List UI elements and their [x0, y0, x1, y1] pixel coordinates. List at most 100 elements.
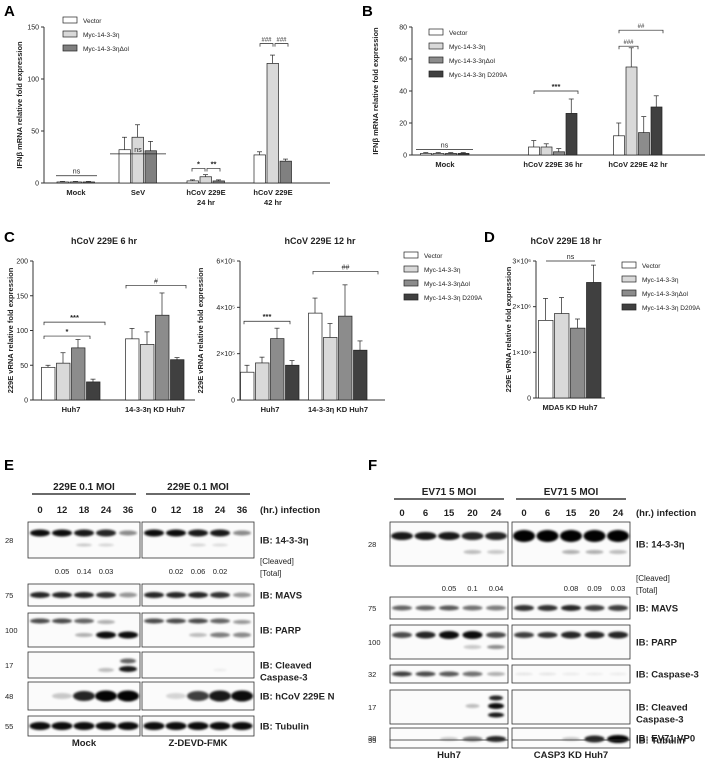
y-tick-label: 50	[20, 363, 28, 370]
blot-band	[233, 592, 251, 598]
timepoint-label: 24	[215, 505, 226, 516]
ib-label: IB: Tubulin	[636, 736, 685, 747]
timepoint-label: 20	[467, 508, 478, 519]
ib-label: IB: PARP	[636, 638, 678, 649]
ib-label: IB: MAVS	[260, 591, 302, 602]
blot-band	[536, 530, 559, 542]
blot-band	[486, 632, 506, 638]
blot-band	[485, 532, 507, 540]
blot-band	[585, 550, 604, 554]
panel-label-e: E	[4, 457, 14, 474]
blot-band	[210, 632, 230, 638]
significance-label: ***	[552, 82, 561, 91]
y-tick-label: 0	[231, 398, 235, 405]
blot-band	[462, 736, 483, 742]
timepoint-label: 0	[37, 505, 42, 516]
group-label: Z-DEVD-FMK	[168, 738, 227, 749]
blot-band	[608, 631, 628, 639]
y-tick-label: 1×10⁶	[512, 350, 531, 357]
significance-bracket	[274, 43, 289, 47]
blot-band	[30, 529, 50, 537]
blot-band	[439, 631, 459, 639]
mw-marker: 55	[5, 722, 13, 731]
bar	[540, 146, 553, 156]
timepoint-label: 6	[423, 508, 428, 519]
time-axis-label: (hr.) infection	[260, 505, 320, 516]
blot-band	[97, 620, 115, 624]
legend-label: Myc-14-3-3η	[449, 44, 486, 51]
bar	[56, 181, 69, 184]
x-tick-label: Huh7	[62, 405, 81, 414]
significance-label: ###	[623, 40, 634, 46]
ratio-value: 0.03	[99, 567, 114, 576]
y-tick-label: 40	[399, 89, 407, 96]
legend-swatch	[62, 44, 78, 52]
significance-label: *	[66, 327, 69, 336]
y-tick-label: 150	[27, 25, 39, 32]
blot-band	[95, 722, 117, 730]
blot-band	[75, 633, 93, 637]
bar	[528, 146, 540, 156]
blot-strip	[27, 651, 141, 679]
legend-swatch	[428, 42, 444, 50]
x-tick-label: Mock	[435, 160, 455, 169]
bar	[279, 160, 292, 184]
mw-marker: 17	[368, 703, 376, 712]
legend-label: Myc-14-3-3ηΔol	[83, 46, 129, 53]
blot-band	[515, 672, 533, 676]
bar	[186, 180, 199, 184]
significance-label: ##	[342, 264, 350, 271]
legend-label: Myc-14-3-3η	[83, 32, 120, 39]
ratio-value: 0.06	[191, 567, 206, 576]
moi-label: EV71 5 MOI	[422, 487, 477, 498]
mw-marker: 28	[368, 540, 376, 549]
blot-band	[52, 693, 72, 699]
timepoint-label: 36	[237, 505, 248, 516]
blot-band	[118, 631, 138, 639]
blot-band	[233, 632, 251, 638]
ratio-value: 0.02	[213, 567, 228, 576]
legend-swatch	[428, 56, 444, 64]
bar	[554, 313, 570, 399]
chart-title: hCoV 229E 6 hr	[71, 236, 138, 246]
ratio-value: 0.09	[587, 584, 602, 593]
y-tick-label: 100	[16, 328, 28, 335]
blot-band	[166, 592, 186, 598]
blot-band	[231, 722, 253, 730]
blot-strip	[141, 612, 255, 648]
bar	[570, 327, 586, 399]
chart-panel-b: 0 20 40 60 80 IFNβ mRNA relative fold express…	[371, 24, 705, 169]
ratio-value: 0.03	[611, 584, 626, 593]
blot-band	[414, 532, 437, 540]
bar	[445, 153, 457, 156]
blot-band	[584, 605, 605, 611]
blot-band	[609, 672, 627, 676]
x-tick-label: 42 hr	[264, 198, 282, 207]
legend-swatch	[403, 251, 419, 259]
x-tick-label: SeV	[131, 188, 145, 197]
blot-strip	[389, 689, 509, 725]
blot-band	[462, 631, 483, 639]
blot-band	[30, 618, 50, 624]
blot-band	[561, 605, 581, 611]
blot-band	[95, 690, 117, 702]
bar	[613, 135, 625, 156]
y-tick-label: 2×10⁵	[216, 351, 235, 358]
blot-band	[391, 532, 413, 540]
mw-marker: 28	[5, 536, 13, 545]
blot-band	[52, 592, 72, 598]
blot-band	[233, 620, 251, 624]
blot-band	[487, 672, 505, 676]
ratio-label: [Total]	[260, 569, 281, 578]
blot-strip	[27, 521, 141, 559]
bar	[140, 344, 155, 401]
bar	[82, 181, 95, 184]
ib-label: IB: 14-3-3η	[260, 536, 309, 547]
blot-band	[584, 735, 605, 743]
ib-label: Caspase-3	[636, 715, 684, 726]
blot-band	[513, 530, 535, 542]
bar	[86, 381, 101, 401]
timepoint-label: 20	[589, 508, 600, 519]
significance-bracket	[191, 168, 206, 172]
